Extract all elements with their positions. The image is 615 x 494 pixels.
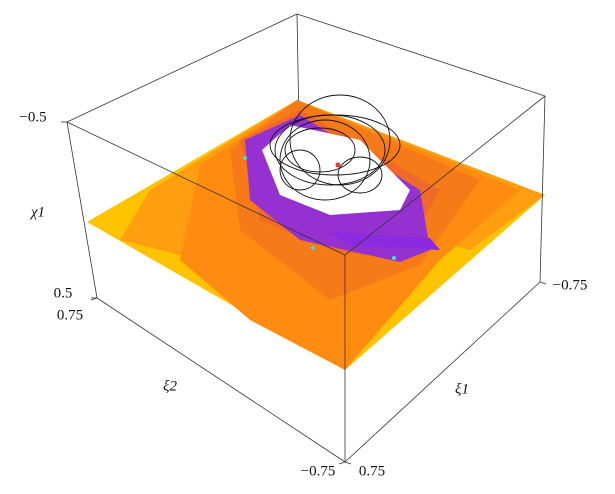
y-tick-label: 0.75 bbox=[57, 307, 83, 323]
tick-mark bbox=[344, 461, 352, 465]
trajectories bbox=[243, 94, 401, 260]
z-axis-label: χ1 bbox=[29, 204, 45, 220]
y-tick-label: −0.75 bbox=[301, 463, 336, 479]
z-tick-label: −0.5 bbox=[19, 109, 46, 125]
x-tick-label: −0.75 bbox=[553, 277, 588, 293]
tick-mark bbox=[338, 461, 346, 465]
box-front bbox=[66, 95, 546, 463]
y-axis-label: ξ2 bbox=[163, 378, 177, 394]
x-tick-label: 0.75 bbox=[359, 463, 385, 479]
surface bbox=[87, 100, 545, 370]
tick-mark bbox=[539, 281, 547, 285]
x-axis-label: ξ1 bbox=[455, 381, 469, 397]
tick-mark bbox=[90, 297, 98, 301]
z-tick-label: 0.5 bbox=[54, 285, 73, 301]
